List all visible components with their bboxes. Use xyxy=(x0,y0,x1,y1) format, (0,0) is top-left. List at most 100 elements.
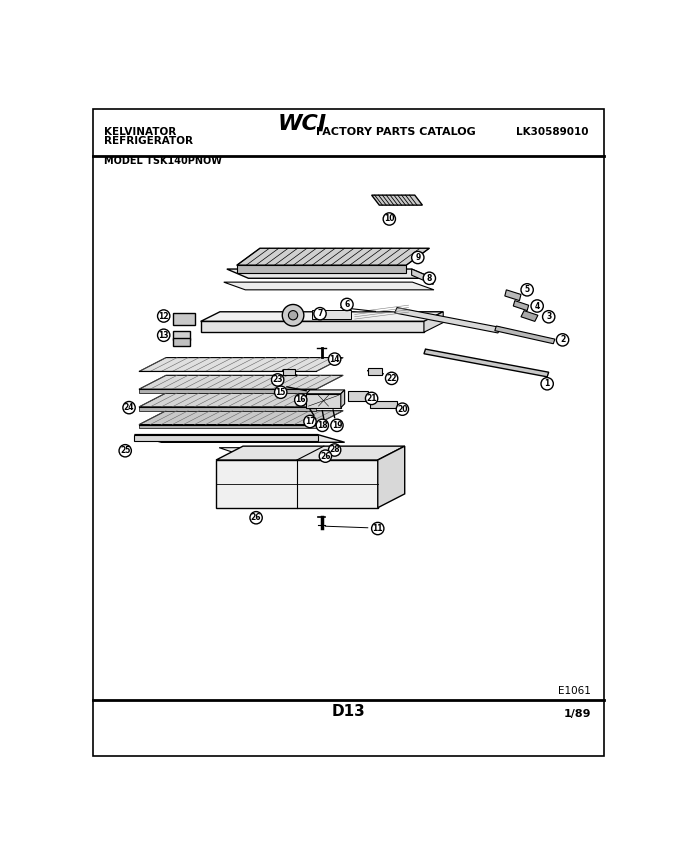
Text: 15: 15 xyxy=(275,388,286,396)
Bar xyxy=(173,338,190,346)
Polygon shape xyxy=(139,425,316,429)
Circle shape xyxy=(396,403,409,415)
Text: 19: 19 xyxy=(332,421,342,430)
Polygon shape xyxy=(513,300,528,311)
Text: MODEL TSK140PNOW: MODEL TSK140PNOW xyxy=(103,156,222,166)
Polygon shape xyxy=(224,282,434,290)
Text: 26: 26 xyxy=(251,514,261,522)
Bar xyxy=(173,313,194,325)
Text: 1: 1 xyxy=(545,379,550,389)
Polygon shape xyxy=(237,248,429,265)
Polygon shape xyxy=(227,269,433,278)
Text: FACTORY PARTS CATALOG: FACTORY PARTS CATALOG xyxy=(316,127,476,137)
Polygon shape xyxy=(237,265,406,273)
Circle shape xyxy=(294,394,307,406)
Polygon shape xyxy=(139,393,343,407)
Polygon shape xyxy=(378,446,405,508)
Bar xyxy=(312,310,351,319)
Circle shape xyxy=(119,444,131,457)
Circle shape xyxy=(158,310,170,322)
Circle shape xyxy=(556,334,568,346)
Text: 17: 17 xyxy=(305,417,316,426)
Text: 25: 25 xyxy=(120,446,131,455)
Circle shape xyxy=(314,307,326,320)
Text: 7: 7 xyxy=(318,309,323,318)
Polygon shape xyxy=(495,326,555,344)
Polygon shape xyxy=(505,290,521,300)
Circle shape xyxy=(282,305,304,326)
Text: 13: 13 xyxy=(158,330,169,340)
Bar xyxy=(283,369,295,375)
Circle shape xyxy=(531,300,543,312)
Polygon shape xyxy=(216,446,405,460)
Text: 21: 21 xyxy=(367,394,377,403)
Polygon shape xyxy=(341,390,345,407)
Polygon shape xyxy=(216,460,378,508)
Circle shape xyxy=(411,252,424,264)
Text: 9: 9 xyxy=(415,253,420,262)
Text: 2: 2 xyxy=(560,336,565,344)
Text: 10: 10 xyxy=(384,215,394,223)
Text: 1/89: 1/89 xyxy=(564,710,591,720)
Bar xyxy=(173,330,190,340)
Circle shape xyxy=(341,298,353,311)
Circle shape xyxy=(271,374,284,386)
Polygon shape xyxy=(139,358,343,372)
Polygon shape xyxy=(135,435,345,443)
Circle shape xyxy=(328,353,341,366)
Text: 26: 26 xyxy=(320,452,330,461)
Circle shape xyxy=(123,401,135,413)
Text: 3: 3 xyxy=(546,312,551,321)
Circle shape xyxy=(383,213,396,225)
Circle shape xyxy=(304,415,316,428)
Polygon shape xyxy=(219,448,396,455)
Text: 6: 6 xyxy=(344,300,350,309)
Polygon shape xyxy=(394,307,501,333)
Polygon shape xyxy=(371,195,422,205)
Circle shape xyxy=(316,419,328,431)
Text: 24: 24 xyxy=(124,403,135,412)
Polygon shape xyxy=(139,411,343,425)
Polygon shape xyxy=(139,375,343,389)
Text: D13: D13 xyxy=(332,704,365,720)
Circle shape xyxy=(423,272,435,284)
Text: 14: 14 xyxy=(329,354,340,364)
Polygon shape xyxy=(135,435,318,441)
Bar xyxy=(348,390,368,401)
Circle shape xyxy=(250,512,262,524)
Circle shape xyxy=(288,311,298,320)
Circle shape xyxy=(386,372,398,384)
Polygon shape xyxy=(306,394,341,407)
Circle shape xyxy=(275,386,287,398)
Bar xyxy=(370,401,397,407)
Circle shape xyxy=(541,377,554,390)
Text: 22: 22 xyxy=(386,374,397,383)
Text: 16: 16 xyxy=(296,395,306,404)
Circle shape xyxy=(543,311,555,323)
Polygon shape xyxy=(411,269,433,284)
Polygon shape xyxy=(201,321,424,332)
Polygon shape xyxy=(424,349,549,377)
Text: 18: 18 xyxy=(317,421,328,430)
Text: E1061: E1061 xyxy=(558,687,591,697)
Text: LK30589010: LK30589010 xyxy=(516,127,589,137)
Circle shape xyxy=(319,450,332,462)
Circle shape xyxy=(521,283,533,296)
Text: 4: 4 xyxy=(534,301,540,311)
Circle shape xyxy=(158,329,170,342)
Circle shape xyxy=(365,392,378,405)
Text: KELVINATOR: KELVINATOR xyxy=(103,127,176,137)
Text: 12: 12 xyxy=(158,312,169,320)
Text: 28: 28 xyxy=(329,445,340,455)
Circle shape xyxy=(330,419,343,431)
Polygon shape xyxy=(139,407,316,411)
Text: REFRIGERATOR: REFRIGERATOR xyxy=(103,136,192,146)
Text: 20: 20 xyxy=(397,405,407,413)
Polygon shape xyxy=(201,312,443,321)
Circle shape xyxy=(328,443,341,456)
Text: 5: 5 xyxy=(524,285,530,294)
Polygon shape xyxy=(521,311,538,321)
Polygon shape xyxy=(306,390,345,394)
Bar xyxy=(368,368,381,375)
Polygon shape xyxy=(424,312,443,332)
